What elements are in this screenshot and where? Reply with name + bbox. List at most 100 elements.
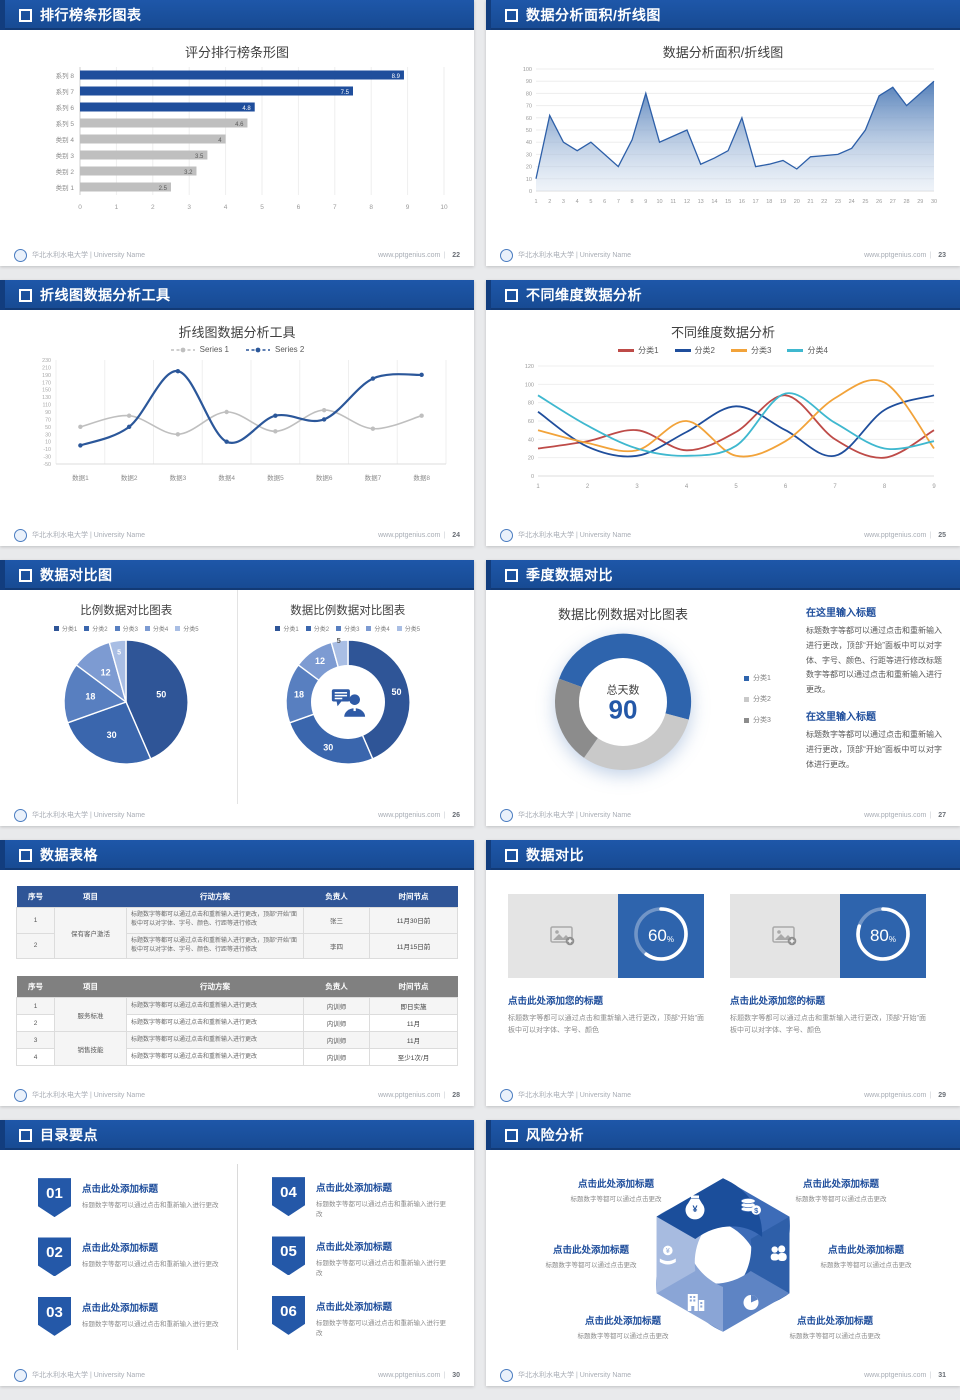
slide-header: 目录要点 [0,1120,474,1150]
footer-site: www.pptgenius.com [378,251,441,259]
svg-text:110: 110 [43,403,51,409]
image-placeholder-icon [550,926,575,946]
slide-header-title: 风险分析 [526,1127,584,1143]
data-table-2: 序号 项目 行动方案 负责人 时间节点 1 服务标准 标题数字等都可以通过点击和… [16,976,458,1067]
number-badge: 05 [272,1236,305,1276]
svg-text:12: 12 [315,656,325,666]
page-number: 31 [938,1371,946,1379]
cell-item: 保有客户激活 [54,906,127,960]
slide-header: 数据表格 [0,840,474,870]
svg-text:1: 1 [534,199,537,205]
footer-site: www.pptgenius.com [864,531,927,539]
pie-legend: 分类1 分类2 分类3 分类4 分类5 [53,624,199,633]
toc-desc: 标题数字等都可以通过点击和重新输入进行更改 [82,1320,219,1328]
svg-text:数据6: 数据6 [316,473,333,482]
university-logo-icon [14,248,27,262]
pie-title: 比例数据对比图表 [80,605,173,617]
svg-text:10: 10 [45,440,51,446]
donut-center-value: 90 [608,694,638,725]
progress-ring [852,903,914,970]
page-number: 26 [452,811,460,819]
coins-icon: $ [740,1198,761,1215]
svg-text:15: 15 [725,199,731,205]
svg-text:30: 30 [323,742,333,752]
svg-text:2: 2 [586,484,590,490]
slide-header: 折线图数据分析工具 [0,280,474,310]
cell-time: 至少1次/月 [369,1048,458,1067]
page-number: 28 [452,1091,460,1099]
slide-22-bar-ranking[interactable]: 排行榜条形图表 评分排行榜条形图 0 1 2 3 4 5 6 7 8 9 10 系列 8 8.9 系列 7… [0,0,474,266]
svg-text:12: 12 [101,667,111,677]
svg-text:4: 4 [218,138,222,144]
toc-title: 点击此处添加标题 [82,1184,159,1196]
slide-header: 数据对比 [486,840,960,870]
svg-text:8: 8 [631,199,634,205]
svg-text:¥: ¥ [692,1204,697,1214]
toc-item: 02 点击此处添加标题 标题数字等都可以通过点击和重新输入进行更改 [38,1237,227,1277]
svg-text:7: 7 [833,484,837,490]
svg-text:4: 4 [685,484,689,490]
svg-text:3: 3 [562,199,565,205]
svg-text:24: 24 [849,199,855,205]
slide-26-pie-comparison[interactable]: 数据对比图 比例数据对比图表 分类1 分类2 分类3 分类4 分类5 50 30 18 12 5… [0,560,474,826]
footer-org: 华北水利水电大学 | University Name [518,1372,632,1379]
page-number: 25 [938,531,946,539]
legend-item: 分类1 [53,624,77,633]
slide-header-title: 季度数据对比 [526,567,613,583]
pie-icon [743,1295,759,1311]
slide-27-quarter-donut[interactable]: 季度数据对比 数据比例数据对比图表 总天数 90 分类1 分类2 分类3 在这里输 [486,560,960,826]
square-bullet-icon [505,288,518,302]
svg-text:10: 10 [526,177,532,183]
university-logo-icon [500,1368,513,1382]
svg-text:170: 170 [42,380,51,386]
cell-no: 1 [16,997,55,1016]
slide-30-toc[interactable]: 目录要点 01 点击此处添加标题 标题数字等都可以通过点击和重新输入进行更改 02… [0,1120,474,1386]
svg-text:2.5: 2.5 [159,186,168,192]
svg-text:4: 4 [224,204,228,211]
progress-card: 60% 点击此处添加您的标题 标题数字等都可以通过点击和重新输入进行更改，顶部“… [508,894,704,1037]
slide-footer: 华北水利水电大学 | University Name www.pptgenius… [0,1084,474,1106]
svg-text:50: 50 [526,128,532,134]
svg-text:230: 230 [42,358,51,364]
image-placeholder [508,894,618,978]
donut-title: 数据比例数据对比图表 [557,607,688,622]
svg-text:11: 11 [670,199,676,205]
cell-time: 11月30日前 [369,907,458,934]
slide-31-risk-analysis[interactable]: 风险分析 $ ¥ ¥ 点击此处添加标题 标题数字等都可以通过点击更改 点击此处添加标题… [486,1120,960,1386]
footer-org: 华北水利水电大学 | University Name [32,812,146,819]
slide-header: 季度数据对比 [486,560,960,590]
svg-text:70: 70 [45,417,51,423]
col-header: 行动方案 [126,886,304,908]
svg-text:80: 80 [528,401,534,407]
multi-line-chart: 0 20 40 60 80 100 120 1 2 3 4 5 6 7 8 9 [502,356,944,504]
svg-text:100: 100 [525,382,534,388]
slide-28-data-tables[interactable]: 数据表格 序号 项目 行动方案 负责人 时间节点 1 保有客户激活 标题数字等都… [0,840,474,1106]
toc-desc: 标题数字等都可以通过点击和重新输入进行更改 [316,1201,446,1219]
slide-24-line-chart[interactable]: 折线图数据分析工具 折线图数据分析工具 Series 1 Series 2 230… [0,280,474,546]
svg-text:0: 0 [78,204,82,211]
footer-site: www.pptgenius.com [864,1091,927,1099]
risk-label: 点击此处添加标题 标题数字等都可以通过点击更改 [820,1245,912,1269]
image-placeholder [730,894,840,978]
cell-plan: 标题数字等都可以通过点击和重新输入进行更改 [126,1014,304,1033]
slide-25-multiline-chart[interactable]: 不同维度数据分析 不同维度数据分析 分类1 分类2 分类3 分类4 0 20 40 60 80… [486,280,960,546]
svg-text:1: 1 [115,204,119,211]
toc-desc: 标题数字等都可以通过点击和重新输入进行更改 [82,1261,219,1269]
legend-item: 分类4 [787,345,828,356]
moneybag-icon: ¥ [685,1195,705,1220]
svg-text:130: 130 [42,395,51,401]
svg-text:数据8: 数据8 [413,473,430,482]
cell-no: 4 [16,1048,55,1067]
footer-site: www.pptgenius.com [864,811,927,819]
area-chart: 0 10 20 30 40 50 60 70 80 90 100 1 2 3 4 5 6 7 8 9 10 11 12 13 1… [502,61,944,221]
slide-header-title: 数据对比图 [40,567,113,583]
svg-text:18: 18 [766,199,772,205]
slide-29-progress-compare[interactable]: 数据对比 60% 点击此处添加您的标题 标题数字等都可以通过点击和重新输 [486,840,960,1106]
cell-plan: 标题数字等都可以通过点击和重新输入进行更改 [126,997,304,1016]
cell-plan: 标题数字等都可以通过点击和重新输入进行更改 [126,1031,304,1050]
svg-text:5: 5 [117,650,121,657]
slide-23-area-chart[interactable]: 数据分析面积/折线图 数据分析面积/折线图 0 10 20 30 40 50 60 70 80 9… [486,0,960,266]
page-number: 24 [452,531,460,539]
table-row: 4 标题数字等都可以通过点击和重新输入进行更改 内训师 至少1次/月 [16,1048,458,1067]
toc-item: 06 点击此处添加标题 标题数字等都可以通过点击和重新输入进行更改 [272,1295,448,1337]
